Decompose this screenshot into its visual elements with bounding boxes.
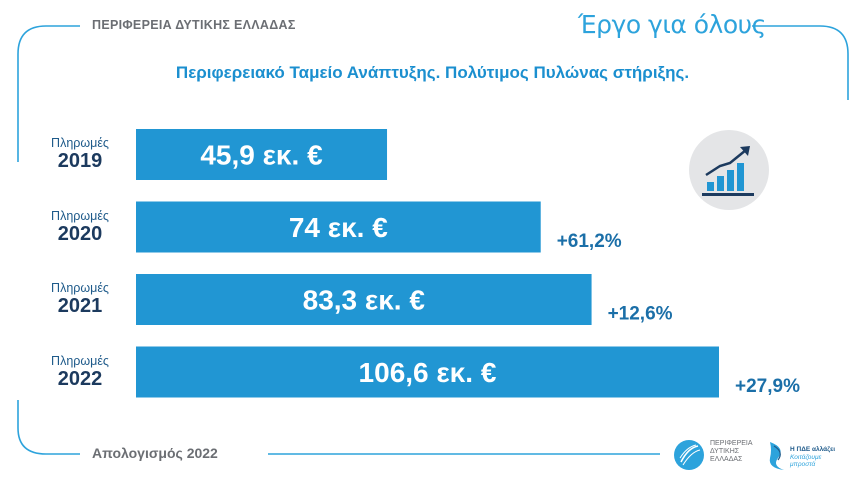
footer-text: Απολογισμός 2022 xyxy=(92,445,218,461)
year-label: 2022 xyxy=(57,367,103,390)
bar-growth-icon xyxy=(689,130,769,210)
year-label: 2021 xyxy=(57,295,103,317)
region-logo-icon xyxy=(674,440,704,470)
bar-value-label: 83,3 εκ. € xyxy=(303,285,426,316)
category-label: Πληρωμές xyxy=(51,208,109,223)
logo2-line: Κοιτάζουμε xyxy=(790,453,822,461)
bar-value-label: 74 εκ. € xyxy=(289,212,388,243)
bar-2021 xyxy=(136,274,592,325)
bar-2019 xyxy=(136,129,388,180)
row-label-2020: Πληρωμές 2020 xyxy=(30,209,130,245)
category-label: Πληρωμές xyxy=(51,281,109,295)
bar-2022 xyxy=(136,346,719,398)
icon-bar-4 xyxy=(737,163,744,191)
change-label: +12,6% xyxy=(608,304,673,325)
icon-bar-1 xyxy=(707,182,714,191)
row-label-2019: Πληρωμές 2019 xyxy=(30,136,130,172)
year-label: 2020 xyxy=(57,222,103,245)
logo1-line: ΔΥΤΙΚΗΣ xyxy=(710,448,740,455)
change-logo-text: Η ΠΔΕ αλλάζει Κοιτάζουμε μπροστά xyxy=(790,446,835,469)
change-label: +61,2% xyxy=(557,231,622,252)
bar-value-label: 45,9 εκ. € xyxy=(200,140,323,171)
change-label: +27,9% xyxy=(735,376,800,397)
logo2-line: μπροστά xyxy=(790,461,816,468)
region-header: ΠΕΡΙΦΕΡΕΙΑ ΔΥΤΙΚΗΣ ΕΛΛΑΔΑΣ xyxy=(92,18,296,32)
bar-value-label: 106,6 εκ. € xyxy=(359,357,497,388)
icon-bar-3 xyxy=(727,170,734,191)
year-label: 2019 xyxy=(57,150,103,172)
slogan: Έργο για όλους xyxy=(578,10,766,39)
row-label-2021: Πληρωμές 2021 xyxy=(30,281,130,317)
bar-2020 xyxy=(136,201,541,253)
icon-bar-2 xyxy=(717,176,724,191)
region-logo-text: ΠΕΡΙΦΕΡΕΙΑ ΔΥΤΙΚΗΣ ΕΛΛΑΔΑΣ xyxy=(710,440,753,464)
row-label-2022: Πληρωμές 2022 xyxy=(30,354,130,390)
icon-baseline xyxy=(702,193,754,196)
category-label: Πληρωμές xyxy=(51,136,109,150)
logo1-line: ΕΛΛΑΔΑΣ xyxy=(710,456,743,463)
wave-logo-icon xyxy=(769,442,784,470)
chart-title: Περιφερειακό Ταμείο Ανάπτυξης. Πολύτιμος… xyxy=(175,63,690,82)
logo1-line: ΠΕΡΙΦΕΡΕΙΑ xyxy=(710,440,753,447)
category-label: Πληρωμές xyxy=(51,353,109,368)
logo2-line: Η ΠΔΕ αλλάζει xyxy=(790,446,836,453)
